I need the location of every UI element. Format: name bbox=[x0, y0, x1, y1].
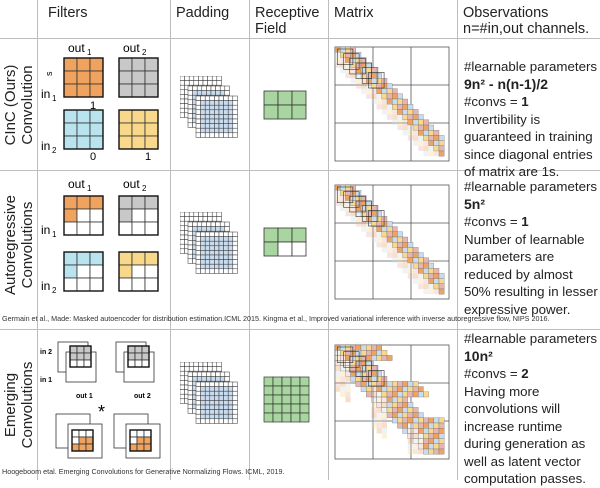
in1-label: in bbox=[41, 87, 50, 101]
svg-text:1: 1 bbox=[52, 230, 57, 239]
emerging-filters-diagram: in 2 in 1 out 1 out 2 * bbox=[40, 341, 161, 459]
convolution-star: * bbox=[98, 402, 105, 422]
row-label-cinc: CInC (Ours) Convolution bbox=[2, 64, 36, 146]
column-divider bbox=[170, 0, 171, 480]
autoreg-receptive-field bbox=[263, 227, 307, 257]
autoreg-padding-diagram bbox=[180, 212, 238, 274]
obs-title: #learnable parameters bbox=[464, 331, 598, 346]
emerging-citation: Hoogeboom etal. Emerging Convolutions fo… bbox=[2, 467, 285, 476]
autoreg-observations: #learnable parameters 5n² #convs = 1 Num… bbox=[464, 178, 598, 318]
header-padding: Padding bbox=[176, 5, 230, 21]
emerging-filter-stack-top bbox=[57, 341, 155, 383]
autoreg-filters-diagram: out 1 out 2 in 1 in 2 bbox=[41, 177, 159, 295]
row-divider bbox=[0, 38, 600, 39]
obs-text: Having more convolutions will increase r… bbox=[464, 383, 586, 487]
filter-in2-out1 bbox=[63, 109, 104, 150]
header-filters: Filters bbox=[48, 5, 88, 21]
emerging-matrix bbox=[334, 344, 450, 460]
column-divider bbox=[249, 0, 250, 480]
svg-text:1: 1 bbox=[87, 184, 92, 193]
column-divider bbox=[328, 0, 329, 480]
emerging-receptive-field bbox=[263, 376, 310, 423]
filter-in1-out2 bbox=[118, 57, 159, 98]
obs-text: Number of learnable parameters are reduc… bbox=[464, 231, 598, 317]
in2-label: in bbox=[41, 279, 50, 293]
in1-label: in bbox=[41, 223, 50, 237]
in2-label: in 2 bbox=[40, 349, 52, 356]
svg-text:2: 2 bbox=[52, 286, 57, 295]
obs-convs: #convs = 1 bbox=[464, 214, 529, 229]
row-divider bbox=[0, 329, 600, 330]
filter-in1-out1 bbox=[63, 195, 104, 236]
svg-text:1: 1 bbox=[87, 48, 92, 57]
cinc-receptive-field bbox=[263, 90, 307, 120]
filter-in2-out2 bbox=[118, 109, 159, 150]
filter-in2-out1 bbox=[63, 251, 104, 292]
header-observations: Observations n=#in,out channels. bbox=[463, 5, 590, 37]
s-label: s bbox=[44, 71, 54, 76]
filter-in1-out2 bbox=[118, 195, 159, 236]
header-matrix: Matrix bbox=[334, 5, 374, 21]
obs-formula: 5n² bbox=[464, 195, 485, 212]
out1-label: out bbox=[68, 177, 85, 191]
in1-label: in 1 bbox=[40, 377, 52, 384]
obs-formula: 10n² bbox=[464, 347, 493, 364]
row-label-emerging: Emerging Convolutions bbox=[2, 361, 36, 449]
row-divider bbox=[0, 170, 600, 171]
svg-text:2: 2 bbox=[52, 146, 57, 155]
zero-label: 0 bbox=[90, 151, 96, 163]
column-divider bbox=[37, 0, 38, 480]
obs-convs: #convs = 2 bbox=[464, 366, 529, 381]
out1-label: out bbox=[68, 41, 85, 55]
emerging-observations: #learnable parameters 10n² #convs = 2 Ha… bbox=[464, 330, 598, 488]
filter-in1-out1 bbox=[63, 57, 104, 98]
header-receptive-field: Receptive Field bbox=[255, 5, 320, 37]
diag-one-label-2: 1 bbox=[145, 151, 151, 163]
obs-formula: 9n² - n(n-1)/2 bbox=[464, 75, 548, 92]
out2-label: out bbox=[123, 41, 140, 55]
out2-label: out bbox=[123, 177, 140, 191]
in2-label: in bbox=[41, 139, 50, 153]
svg-text:2: 2 bbox=[142, 48, 147, 57]
cinc-matrix bbox=[334, 46, 450, 162]
cinc-padding-diagram bbox=[180, 76, 238, 138]
autoreg-matrix bbox=[334, 184, 450, 300]
out2-label: out 2 bbox=[134, 393, 151, 400]
obs-convs: #convs = 1 bbox=[464, 94, 529, 109]
cinc-observations: #learnable parameters 9n² - n(n-1)/2 #co… bbox=[464, 58, 598, 181]
column-divider bbox=[457, 0, 458, 480]
obs-title: #learnable parameters bbox=[464, 59, 598, 74]
emerging-filter-stack-bottom bbox=[55, 413, 161, 459]
cinc-filters-diagram: out 1 out 2 in 1 in 2 s 1 0 1 bbox=[41, 41, 159, 163]
obs-text: Invertibility is guaranteed in training … bbox=[464, 111, 593, 180]
diag-one-label: 1 bbox=[90, 100, 96, 112]
row-label-autoregressive: Autoregressive Convolutions bbox=[2, 194, 36, 296]
obs-title: #learnable parameters bbox=[464, 179, 598, 194]
svg-text:2: 2 bbox=[142, 184, 147, 193]
filter-in2-out2 bbox=[118, 251, 159, 292]
emerging-padding-diagram bbox=[180, 362, 238, 424]
out1-label: out 1 bbox=[76, 393, 93, 400]
svg-text:1: 1 bbox=[52, 94, 57, 103]
autoreg-citation: Germain et al., Made: Masked autoencoder… bbox=[2, 314, 550, 323]
